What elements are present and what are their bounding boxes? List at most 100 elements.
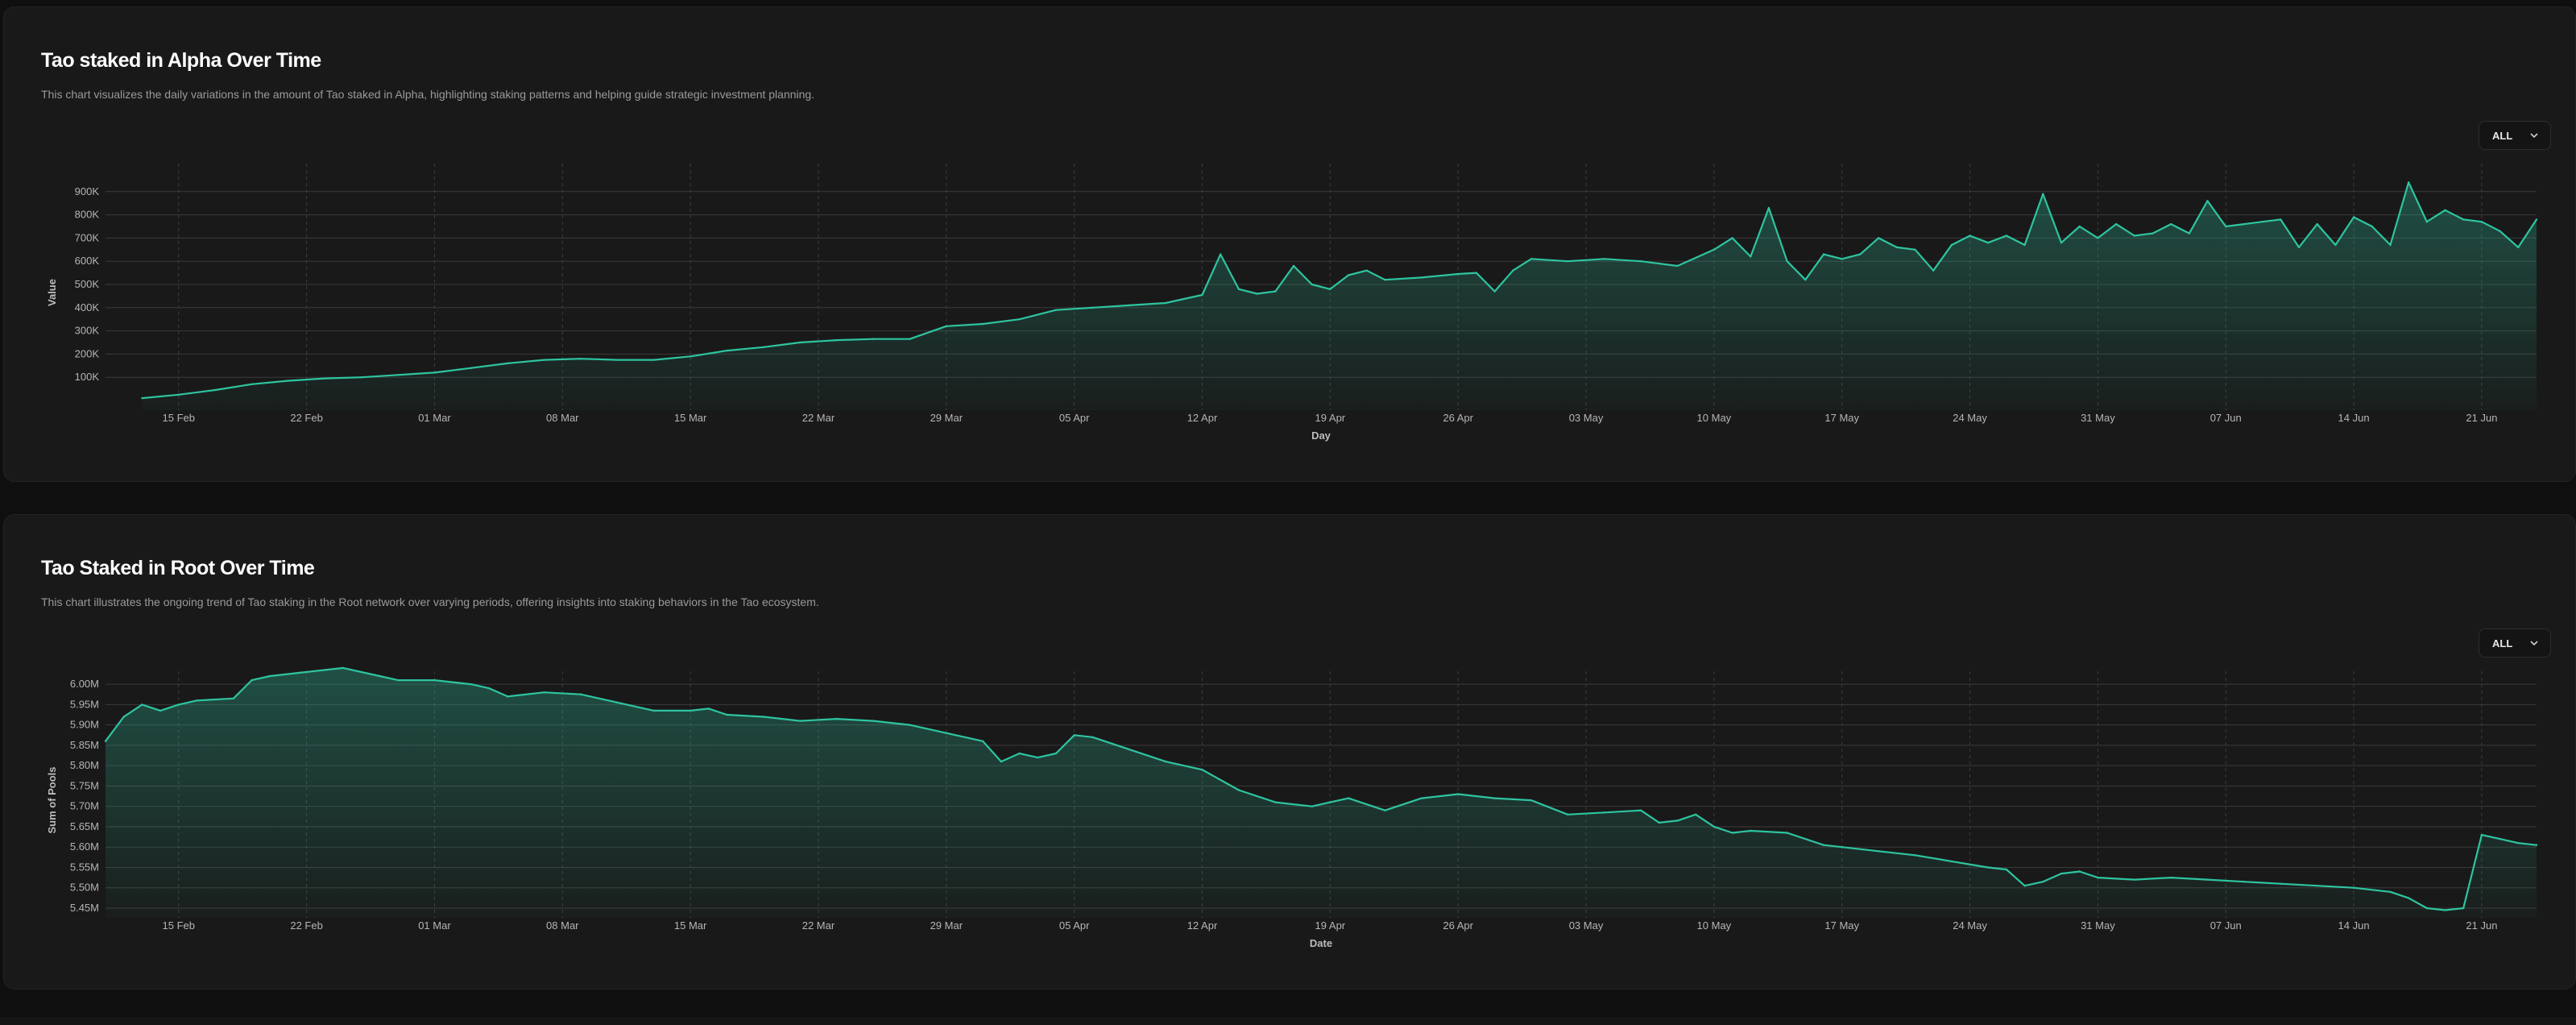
x-tick-label: 22 Feb bbox=[290, 919, 322, 932]
x-tick-label: 26 Apr bbox=[1443, 412, 1473, 424]
time-range-select[interactable]: ALL bbox=[2479, 629, 2551, 658]
data-point bbox=[1639, 260, 1642, 263]
x-tick-label: 21 Jun bbox=[2466, 919, 2497, 932]
data-point bbox=[2023, 243, 2026, 247]
data-point bbox=[232, 697, 234, 699]
data-point bbox=[2535, 844, 2538, 846]
y-tick-label: 5.95M bbox=[70, 698, 99, 710]
data-point bbox=[1128, 304, 1130, 307]
data-point bbox=[872, 338, 875, 340]
data-point bbox=[470, 367, 472, 369]
data-point bbox=[1256, 293, 1258, 295]
data-point bbox=[2352, 216, 2355, 218]
alpha-stake-card: Tao staked in Alpha Over Time This chart… bbox=[3, 6, 2576, 482]
y-tick-label: 5.75M bbox=[70, 779, 99, 791]
data-point bbox=[909, 338, 911, 340]
data-point bbox=[945, 325, 948, 327]
data-point bbox=[305, 670, 308, 674]
data-point bbox=[1877, 237, 1880, 239]
data-point bbox=[396, 678, 400, 682]
data-point bbox=[104, 740, 107, 742]
data-point bbox=[652, 709, 655, 712]
x-tick-label: 19 Apr bbox=[1315, 412, 1346, 424]
data-point bbox=[2316, 222, 2318, 226]
data-point bbox=[269, 674, 271, 678]
x-tick-label: 31 May bbox=[2081, 919, 2115, 932]
x-tick-label: 03 May bbox=[1569, 919, 1604, 932]
time-range-select[interactable]: ALL bbox=[2479, 121, 2551, 150]
data-point bbox=[1329, 288, 1331, 290]
y-axis-title: Value bbox=[46, 279, 58, 306]
data-point bbox=[835, 338, 838, 342]
time-range-value: ALL bbox=[2492, 637, 2513, 649]
data-point bbox=[342, 666, 345, 670]
data-point bbox=[251, 678, 253, 682]
data-point bbox=[1822, 253, 1825, 255]
x-tick-label: 24 May bbox=[1953, 919, 1987, 932]
data-point bbox=[1567, 260, 1569, 263]
data-point bbox=[1091, 736, 1094, 738]
x-tick-label: 19 Apr bbox=[1315, 919, 1346, 932]
data-point bbox=[1201, 293, 1203, 297]
y-tick-label: 5.80M bbox=[70, 759, 99, 771]
data-point bbox=[2097, 237, 2099, 239]
x-tick-label: 01 Mar bbox=[418, 919, 451, 932]
data-point bbox=[1018, 752, 1021, 755]
data-point bbox=[2005, 868, 2008, 871]
data-point bbox=[2297, 246, 2301, 249]
data-point bbox=[1987, 242, 1990, 244]
data-point bbox=[579, 358, 582, 360]
root-stake-chart: 5.45M 5.50M 5.55M 5.60M 5.65M 5.70M 5.75M 5.80M… bbox=[46, 666, 2538, 949]
data-point bbox=[2097, 876, 2099, 879]
data-point bbox=[2517, 842, 2520, 844]
data-point bbox=[1237, 288, 1240, 290]
x-tick-label: 01 Mar bbox=[418, 412, 451, 424]
y-tick-label: 5.85M bbox=[70, 739, 99, 751]
chart-description: This chart illustrates the ongoing trend… bbox=[41, 595, 819, 608]
data-point bbox=[1091, 306, 1094, 309]
data-point bbox=[2133, 234, 2135, 237]
data-point bbox=[1347, 797, 1350, 799]
y-tick-label: 5.55M bbox=[70, 861, 99, 873]
data-point bbox=[159, 709, 162, 712]
data-point bbox=[1932, 269, 1935, 272]
data-point bbox=[488, 687, 491, 690]
data-point bbox=[982, 740, 984, 742]
x-tick-label: 22 Mar bbox=[802, 412, 835, 424]
data-point bbox=[1164, 760, 1167, 763]
data-point bbox=[1054, 752, 1058, 755]
data-point bbox=[2517, 246, 2520, 249]
data-point bbox=[616, 359, 619, 361]
data-point bbox=[433, 678, 436, 682]
y-tick-label: 600K bbox=[75, 255, 100, 267]
x-tick-label: 15 Mar bbox=[674, 919, 707, 932]
chart-title: Tao staked in Alpha Over Time bbox=[41, 49, 321, 72]
data-point bbox=[2444, 909, 2446, 911]
x-axis-title: Date bbox=[1310, 937, 1332, 949]
data-point bbox=[379, 674, 381, 678]
data-point bbox=[1311, 283, 1313, 286]
data-point bbox=[1987, 866, 1990, 869]
x-tick-label: 14 Jun bbox=[2338, 919, 2370, 932]
x-tick-label: 15 Feb bbox=[163, 919, 195, 932]
data-point bbox=[1969, 234, 1971, 237]
data-point bbox=[2425, 907, 2428, 910]
data-point bbox=[396, 374, 400, 376]
x-tick-label: 21 Jun bbox=[2466, 412, 2497, 424]
data-point bbox=[726, 713, 728, 716]
x-tick-label: 15 Mar bbox=[674, 412, 707, 424]
x-tick-label: 22 Feb bbox=[290, 412, 322, 424]
x-tick-label: 15 Feb bbox=[163, 412, 195, 424]
data-point bbox=[1164, 301, 1167, 305]
data-point bbox=[1512, 269, 1514, 272]
data-point bbox=[1786, 832, 1788, 834]
data-point bbox=[122, 716, 125, 718]
data-point bbox=[1750, 255, 1752, 258]
data-point bbox=[2206, 200, 2209, 202]
data-point bbox=[1804, 279, 1807, 281]
data-point bbox=[1475, 272, 1478, 274]
data-point bbox=[1457, 272, 1460, 276]
data-point bbox=[2170, 876, 2172, 879]
x-tick-label: 24 May bbox=[1953, 412, 1987, 424]
data-point bbox=[1274, 801, 1277, 803]
